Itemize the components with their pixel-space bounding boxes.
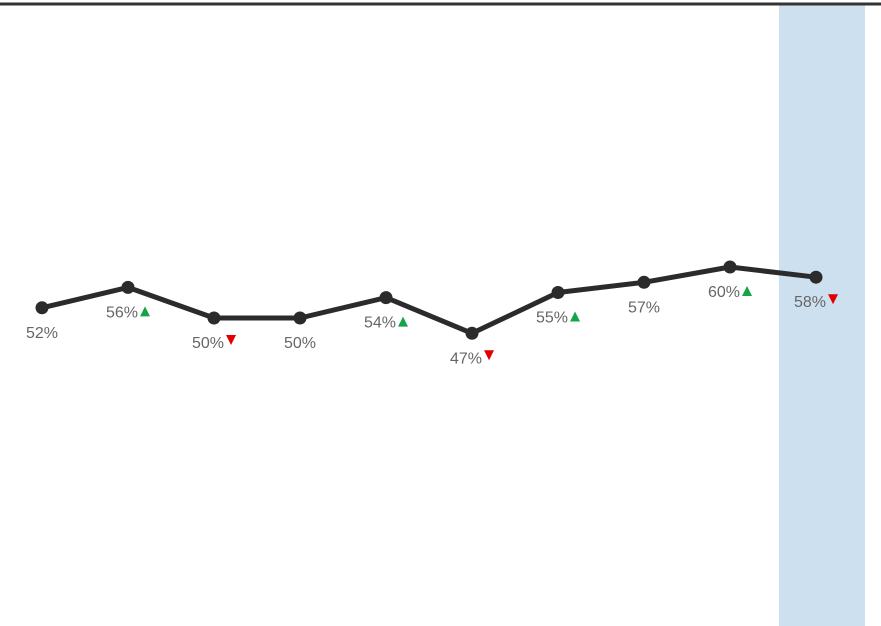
data-label-group: 58%: [794, 294, 839, 311]
data-point: [809, 270, 823, 284]
triangle-down-icon: [484, 350, 495, 361]
data-point: [35, 301, 49, 315]
highlight-band-layer: [779, 4, 865, 626]
data-point: [293, 311, 307, 325]
data-point: [551, 286, 565, 299]
data-label: 57%: [628, 299, 660, 316]
data-point: [637, 275, 651, 289]
data-label: 47%: [450, 350, 482, 367]
data-point: [723, 260, 737, 274]
data-label-group: 56%: [106, 304, 151, 321]
data-point: [207, 311, 221, 325]
data-label-group: 55%: [536, 310, 581, 327]
data-label-group: 60%: [708, 284, 753, 301]
data-label-group: 57%: [628, 299, 660, 316]
data-label-group: 50%: [284, 335, 316, 352]
data-label-layer: 52% 56% 50% 50% 54% 47% 55% 57% 60% 58%: [26, 284, 839, 367]
data-label: 52%: [26, 325, 58, 342]
data-label: 58%: [794, 294, 826, 311]
data-point-layer: [35, 260, 823, 340]
data-label-group: 54%: [364, 315, 409, 332]
triangle-up-icon: [570, 311, 581, 322]
highlight-band: [779, 4, 865, 626]
data-label: 50%: [192, 335, 224, 352]
series-line-layer: [39, 264, 819, 336]
triangle-up-icon: [742, 286, 753, 296]
triangle-up-icon: [398, 316, 409, 327]
data-label: 54%: [364, 315, 396, 332]
series-line: [39, 264, 819, 336]
triangle-down-icon: [226, 335, 237, 345]
data-label: 50%: [284, 335, 316, 352]
data-point: [121, 280, 135, 294]
triangle-down-icon: [828, 294, 839, 305]
data-point: [379, 291, 393, 305]
data-label-group: 52%: [26, 325, 58, 342]
triangle-up-icon: [140, 306, 151, 317]
data-label: 60%: [708, 284, 740, 301]
data-label-group: 50%: [192, 335, 237, 352]
data-point: [465, 326, 479, 340]
data-label: 55%: [536, 310, 568, 327]
data-label: 56%: [106, 304, 138, 321]
data-label-group: 47%: [450, 350, 495, 367]
